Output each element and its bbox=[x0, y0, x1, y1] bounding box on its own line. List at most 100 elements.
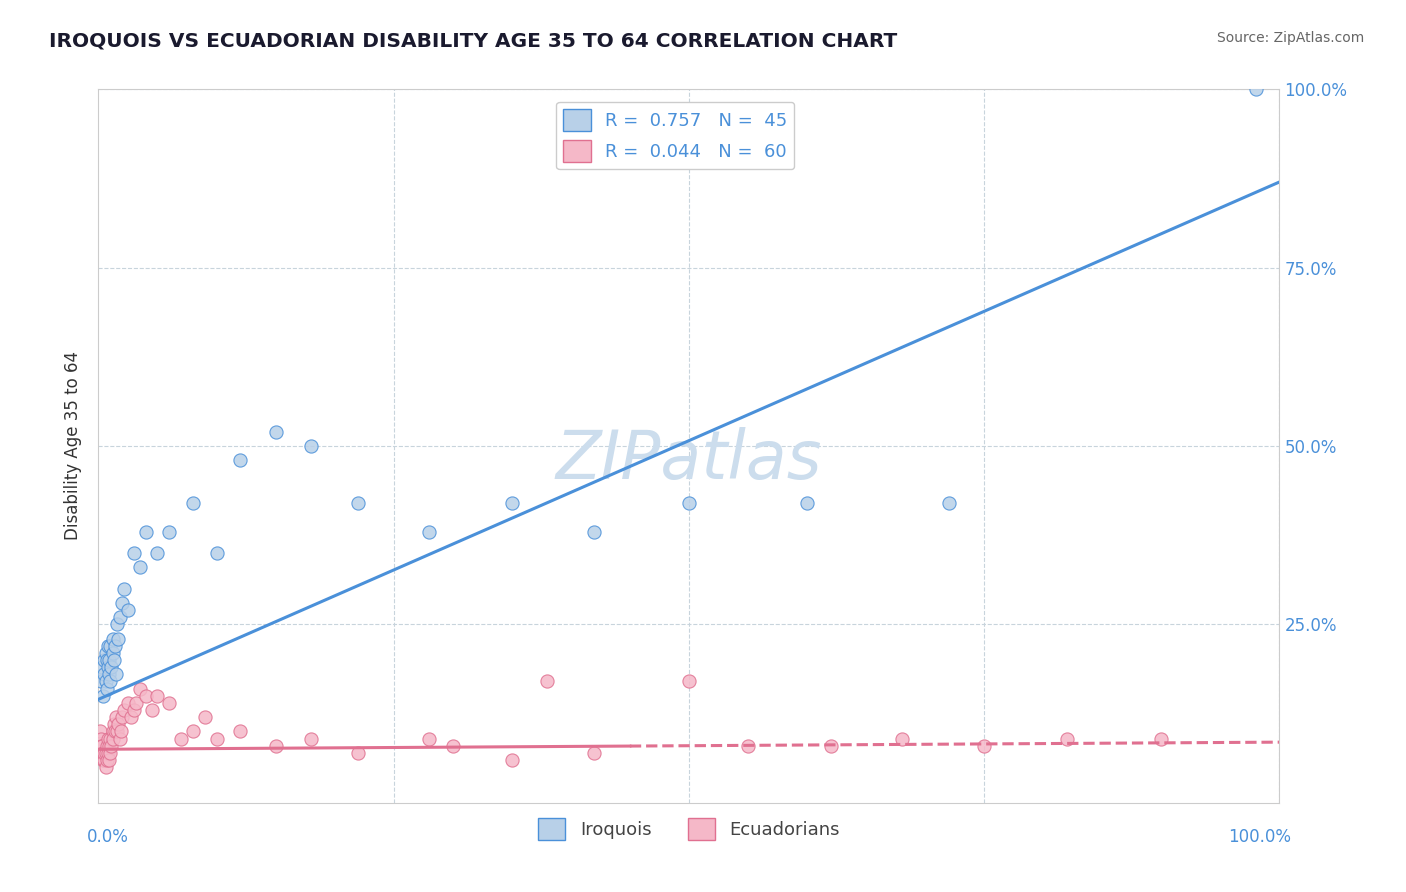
Point bbox=[98, 639, 121, 653]
Point bbox=[135, 689, 157, 703]
Point bbox=[205, 731, 228, 746]
Point bbox=[97, 660, 120, 674]
Point bbox=[1244, 82, 1267, 96]
Point bbox=[97, 746, 120, 760]
Point bbox=[98, 667, 121, 681]
Point bbox=[91, 689, 114, 703]
Point bbox=[264, 739, 287, 753]
Point bbox=[96, 681, 118, 696]
Point bbox=[194, 710, 217, 724]
Point bbox=[796, 496, 818, 510]
Point bbox=[91, 746, 114, 760]
Point bbox=[103, 717, 125, 731]
Point bbox=[583, 746, 606, 760]
Point bbox=[229, 453, 252, 467]
Point bbox=[141, 703, 163, 717]
Y-axis label: Disability Age 35 to 64: Disability Age 35 to 64 bbox=[65, 351, 83, 541]
Text: ZIPatlas: ZIPatlas bbox=[555, 427, 823, 493]
Point bbox=[146, 689, 169, 703]
Point bbox=[501, 496, 523, 510]
Point bbox=[299, 439, 322, 453]
Point bbox=[101, 632, 124, 646]
Point bbox=[890, 731, 912, 746]
Point bbox=[347, 746, 370, 760]
Point bbox=[299, 731, 322, 746]
Point bbox=[101, 646, 124, 660]
Point bbox=[737, 739, 759, 753]
Point bbox=[94, 760, 117, 774]
Point bbox=[94, 646, 117, 660]
Point bbox=[117, 696, 139, 710]
Point bbox=[110, 724, 132, 739]
Point bbox=[229, 724, 252, 739]
Point bbox=[157, 524, 180, 539]
Point bbox=[101, 731, 124, 746]
Point bbox=[94, 674, 117, 689]
Point bbox=[105, 617, 128, 632]
Point bbox=[105, 724, 128, 739]
Point bbox=[157, 696, 180, 710]
Text: IROQUOIS VS ECUADORIAN DISABILITY AGE 35 TO 64 CORRELATION CHART: IROQUOIS VS ECUADORIAN DISABILITY AGE 35… bbox=[49, 31, 897, 50]
Point bbox=[100, 739, 122, 753]
Point bbox=[93, 667, 115, 681]
Point bbox=[170, 731, 193, 746]
Point bbox=[678, 496, 700, 510]
Point bbox=[100, 660, 122, 674]
Point bbox=[101, 724, 124, 739]
Legend: Iroquois, Ecuadorians: Iroquois, Ecuadorians bbox=[531, 811, 846, 847]
Point bbox=[97, 639, 120, 653]
Point bbox=[90, 731, 112, 746]
Point bbox=[146, 546, 169, 560]
Point bbox=[128, 560, 150, 574]
Point bbox=[347, 496, 370, 510]
Point bbox=[678, 674, 700, 689]
Point bbox=[125, 696, 148, 710]
Point bbox=[98, 753, 121, 767]
Point bbox=[107, 717, 129, 731]
Point bbox=[418, 731, 440, 746]
Point bbox=[111, 710, 134, 724]
Text: 0.0%: 0.0% bbox=[87, 828, 128, 846]
Point bbox=[1150, 731, 1173, 746]
Point bbox=[105, 667, 128, 681]
Point bbox=[90, 739, 112, 753]
Point bbox=[108, 610, 131, 624]
Point bbox=[441, 739, 464, 753]
Point bbox=[181, 496, 204, 510]
Point bbox=[122, 546, 145, 560]
Point bbox=[205, 546, 228, 560]
Point bbox=[98, 746, 121, 760]
Point bbox=[820, 739, 842, 753]
Point bbox=[94, 746, 117, 760]
Point bbox=[122, 703, 145, 717]
Point bbox=[583, 524, 606, 539]
Point bbox=[107, 632, 129, 646]
Point bbox=[181, 724, 204, 739]
Point bbox=[135, 524, 157, 539]
Point bbox=[501, 753, 523, 767]
Point bbox=[264, 425, 287, 439]
Point bbox=[117, 603, 139, 617]
Point bbox=[104, 724, 127, 739]
Point bbox=[89, 724, 111, 739]
Point bbox=[96, 739, 118, 753]
Point bbox=[98, 739, 121, 753]
Point bbox=[96, 653, 118, 667]
Point bbox=[96, 753, 118, 767]
Point bbox=[128, 681, 150, 696]
Text: 100.0%: 100.0% bbox=[1229, 828, 1291, 846]
Point bbox=[93, 746, 115, 760]
Point bbox=[98, 674, 121, 689]
Point bbox=[91, 660, 114, 674]
Point bbox=[97, 731, 120, 746]
Point bbox=[536, 674, 558, 689]
Point bbox=[938, 496, 960, 510]
Point bbox=[1056, 731, 1078, 746]
Point bbox=[418, 524, 440, 539]
Point bbox=[90, 674, 112, 689]
Point bbox=[98, 653, 121, 667]
Point bbox=[104, 639, 127, 653]
Point bbox=[121, 710, 143, 724]
Point bbox=[111, 596, 134, 610]
Point bbox=[91, 739, 114, 753]
